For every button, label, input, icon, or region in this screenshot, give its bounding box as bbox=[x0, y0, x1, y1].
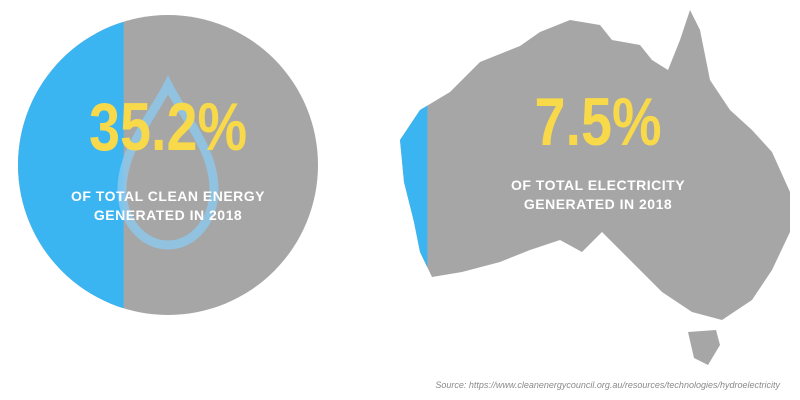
caption: OF TOTAL CLEAN ENERGY bbox=[71, 188, 265, 204]
caption: GENERATED IN 2018 bbox=[524, 196, 672, 212]
percentage: 35.2% bbox=[89, 90, 247, 165]
source: Source: https://www.cleanenergycouncil.o… bbox=[435, 380, 780, 390]
caption: OF TOTAL ELECTRICITY bbox=[511, 177, 685, 193]
percentage: 7.5% bbox=[534, 85, 661, 160]
water-drop-icon bbox=[117, 75, 219, 250]
fill-group bbox=[400, 10, 428, 365]
caption: GENERATED IN 2018 bbox=[94, 207, 242, 223]
fill-share bbox=[400, 10, 428, 365]
